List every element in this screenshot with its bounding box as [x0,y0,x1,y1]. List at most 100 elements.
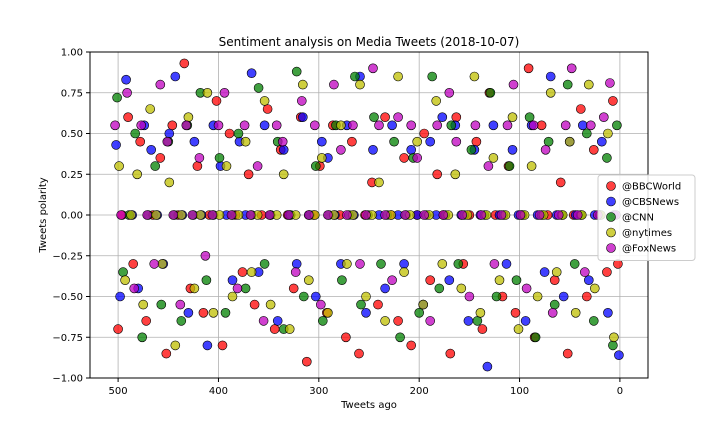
point-bbcworld [549,275,560,286]
point-cnn [112,92,122,103]
point-cnn [130,128,140,139]
point-nytimes [259,96,270,106]
point-nytimes [437,259,448,269]
point-nytimes [183,112,194,122]
y-tick-label: 0.75 [61,88,83,99]
point-nytimes [221,161,232,171]
point-bbcworld [608,96,618,106]
point-nytimes [278,169,289,180]
point-cnn [543,136,554,147]
point-foxnews [566,63,577,74]
point-nytimes [284,324,295,334]
point-foxnews [553,210,564,220]
point-nytimes [120,275,130,286]
point-cbsnews [387,120,397,131]
point-nytimes [475,307,486,318]
point-foxnews [116,210,126,220]
x-tick-label: 100 [510,386,529,397]
point-bbcworld [341,332,351,343]
legend-label: @CNN [622,213,654,224]
legend-marker [606,227,616,238]
point-foxnews [136,120,146,131]
x-axis: 500 400 300 200 100 0 [109,378,623,397]
point-foxnews [355,259,365,269]
point-cbsnews [164,128,175,139]
legend-box [597,174,696,261]
point-foxnews [425,316,436,326]
point-foxnews [129,283,139,294]
point-cbsnews [444,275,455,286]
point-bbcworld [249,299,260,310]
y-tick-label: −0.75 [52,333,83,344]
point-cbsnews [577,120,588,131]
point-bbcworld [451,112,462,122]
point-cnn [310,161,321,171]
point-cbsnews [278,145,289,155]
point-cbsnews [425,136,436,147]
point-cnn [240,283,251,294]
point-nytimes [583,79,594,90]
point-foxnews [142,210,152,220]
point-cnn [176,316,187,326]
point-cbsnews [482,361,493,372]
point-foxnews [598,112,609,122]
point-foxnews [232,283,243,294]
point-bbcworld [155,153,166,163]
point-nytimes [342,259,352,269]
point-foxnews [528,120,539,131]
point-cnn [389,136,399,147]
point-nytimes [195,210,206,220]
point-nytimes [138,299,148,310]
legend-marker [606,243,616,253]
point-foxnews [393,112,403,122]
point-cbsnews [259,120,270,131]
point-nytimes [126,210,136,220]
point-cnn [588,316,599,326]
point-bbcworld [113,324,123,334]
legend-marker [606,181,616,191]
point-bbcworld [536,120,547,131]
point-bbcworld [380,112,390,122]
point-foxnews [200,251,211,261]
point-foxnews [110,120,120,131]
point-cnn [201,275,212,286]
point-foxnews [271,120,282,131]
point-nytimes [564,136,575,147]
point-foxnews [400,210,410,220]
point-nytimes [361,291,371,302]
point-cnn [337,275,347,286]
point-cbsnews [316,136,327,147]
point-cbsnews [501,259,512,269]
point-cbsnews [406,145,417,155]
point-cnn [118,267,128,277]
point-nytimes [603,128,613,139]
point-bbcworld [373,299,383,310]
point-nytimes [469,71,480,82]
point-foxnews [476,210,487,220]
point-nytimes [114,161,124,171]
point-nytimes [609,332,619,343]
legend-marker [606,212,616,222]
point-nytimes [323,307,333,318]
y-tick-label: −0.25 [52,251,83,262]
point-cnn [602,153,612,163]
point-cnn [137,332,147,343]
point-cbsnews [539,267,550,277]
point-foxnews [412,153,423,163]
point-bbcworld [432,169,443,180]
point-nytimes [551,267,562,277]
point-bbcworld [523,63,534,74]
point-cnn [259,259,270,269]
point-nytimes [303,275,314,286]
point-cbsnews [297,112,308,122]
x-tick-label: 300 [309,386,328,397]
point-foxnews [213,120,224,131]
point-foxnews [380,210,390,220]
point-foxnews [502,120,513,131]
point-nytimes [494,275,505,286]
point-bbcworld [224,128,235,139]
point-bbcworld [445,348,456,359]
point-cnn [427,71,438,82]
point-bbcworld [354,348,364,359]
point-nytimes [151,210,161,220]
